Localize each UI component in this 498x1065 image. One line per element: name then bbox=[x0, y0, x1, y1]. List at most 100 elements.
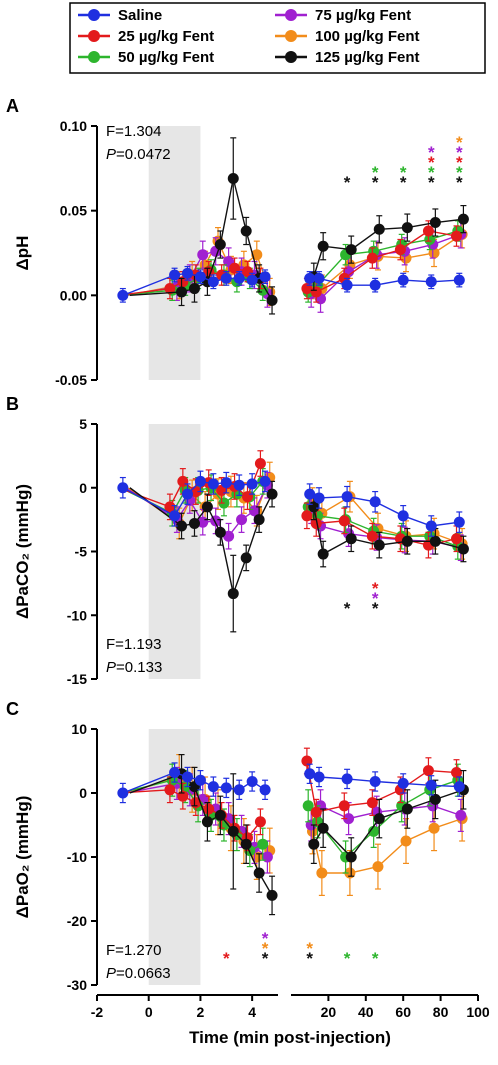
data-point-fent100 bbox=[428, 822, 440, 834]
data-point-fent125 bbox=[188, 517, 200, 529]
legend-label-saline: Saline bbox=[118, 7, 162, 24]
data-point-fent125 bbox=[176, 286, 188, 298]
legend-label-fent100: 100 µg/kg Fent bbox=[315, 28, 420, 45]
data-point-fent25 bbox=[301, 283, 313, 295]
data-point-fent25 bbox=[177, 475, 189, 487]
data-point-fent125 bbox=[317, 548, 329, 560]
injection-shade bbox=[148, 126, 201, 380]
data-point-saline bbox=[259, 475, 271, 487]
significance-star-fent75: * bbox=[456, 143, 463, 162]
data-point-fent125 bbox=[188, 283, 200, 295]
data-point-fent125 bbox=[373, 539, 385, 551]
data-point-fent25 bbox=[310, 286, 322, 298]
data-point-fent125 bbox=[345, 851, 357, 863]
data-point-fent25 bbox=[338, 800, 350, 812]
data-point-saline bbox=[233, 479, 245, 491]
y-tick-label: 0.00 bbox=[60, 287, 87, 303]
data-point-saline bbox=[369, 279, 381, 291]
series-line-fent100 bbox=[311, 817, 463, 874]
data-point-fent75 bbox=[197, 249, 209, 261]
data-point-saline bbox=[194, 774, 206, 786]
legend-marker-saline bbox=[88, 9, 100, 21]
data-point-fent125 bbox=[253, 514, 265, 526]
data-point-saline bbox=[194, 475, 206, 487]
significance-star-fent125: * bbox=[372, 599, 379, 618]
data-point-fent25 bbox=[366, 530, 378, 542]
data-point-fent125 bbox=[429, 535, 441, 547]
data-point-fent125 bbox=[176, 520, 188, 532]
data-point-saline bbox=[169, 269, 181, 281]
data-point-fent125 bbox=[317, 240, 329, 252]
x-tick-label: 100 bbox=[466, 1004, 490, 1020]
data-point-fent25 bbox=[422, 225, 434, 237]
legend-marker-fent50 bbox=[88, 51, 100, 63]
data-point-fent25 bbox=[450, 767, 462, 779]
significance-star-fent50: * bbox=[428, 163, 435, 182]
significance-star-fent125: * bbox=[344, 173, 351, 192]
data-point-saline bbox=[182, 267, 193, 279]
series-line-saline bbox=[309, 493, 460, 527]
stat-p-symbol: P bbox=[106, 659, 116, 676]
significance-star-fent50: * bbox=[344, 949, 351, 968]
data-point-fent75 bbox=[248, 505, 260, 517]
x-tick-label: 4 bbox=[248, 1004, 256, 1020]
legend-marker-fent25 bbox=[88, 30, 100, 42]
data-point-fent25 bbox=[338, 515, 350, 527]
panel-label: B bbox=[6, 394, 19, 414]
data-point-fent25 bbox=[366, 797, 378, 809]
data-point-saline bbox=[425, 779, 437, 791]
series-line-fent100 bbox=[311, 495, 463, 545]
data-point-fent125 bbox=[429, 217, 441, 229]
data-point-fent25 bbox=[164, 283, 176, 295]
data-point-saline bbox=[397, 510, 409, 522]
data-point-fent125 bbox=[266, 889, 278, 901]
data-point-saline bbox=[169, 767, 181, 779]
significance-star-fent75: * bbox=[262, 929, 269, 948]
x-tick-label: -2 bbox=[91, 1004, 104, 1020]
data-point-saline bbox=[259, 784, 271, 796]
data-point-fent25 bbox=[254, 458, 266, 470]
data-point-saline bbox=[313, 492, 325, 504]
injection-shade bbox=[148, 424, 201, 679]
data-point-saline bbox=[207, 781, 219, 793]
data-point-saline bbox=[117, 289, 129, 301]
data-point-saline bbox=[341, 279, 353, 291]
data-point-saline bbox=[453, 274, 465, 286]
significance-star-fent75: * bbox=[428, 143, 435, 162]
significance-star-fent25: * bbox=[456, 153, 463, 172]
data-point-saline bbox=[246, 274, 258, 286]
x-tick-label: 0 bbox=[145, 1004, 153, 1020]
data-point-saline bbox=[233, 784, 245, 796]
series-line-fent125 bbox=[313, 789, 464, 859]
data-point-fent125 bbox=[266, 294, 278, 306]
data-point-fent125 bbox=[429, 793, 441, 805]
panel-label: C bbox=[6, 699, 19, 719]
data-point-fent125 bbox=[214, 526, 226, 538]
x-tick-label: 60 bbox=[395, 1004, 411, 1020]
y-tick-label: -5 bbox=[75, 544, 88, 560]
stat-p-value: =0.133 bbox=[116, 659, 162, 676]
data-point-saline bbox=[369, 496, 381, 508]
significance-star-fent25: * bbox=[372, 579, 379, 598]
data-point-fent125 bbox=[317, 822, 329, 834]
data-point-fent125 bbox=[457, 213, 469, 225]
data-point-fent100 bbox=[372, 861, 384, 873]
y-tick-label: -15 bbox=[67, 671, 87, 687]
stat-f: F=1.270 bbox=[106, 942, 161, 959]
data-point-fent25 bbox=[241, 266, 253, 278]
data-point-fent25 bbox=[310, 517, 322, 529]
data-point-fent50 bbox=[257, 838, 269, 850]
data-point-saline bbox=[246, 478, 258, 490]
stat-p-value: =0.0663 bbox=[116, 965, 171, 982]
data-point-fent25 bbox=[229, 262, 241, 274]
significance-star-fent50: * bbox=[456, 163, 463, 182]
stat-p: P=0.133 bbox=[106, 659, 162, 676]
data-point-fent50 bbox=[424, 233, 436, 245]
data-point-saline bbox=[117, 482, 129, 494]
data-point-fent75 bbox=[261, 851, 273, 863]
panel-label: A bbox=[6, 96, 19, 116]
x-tick-label: 20 bbox=[321, 1004, 337, 1020]
x-axis: -2 0 2 4 20 40 60 80 100 Time (min post-injection… bbox=[91, 994, 490, 1047]
legend: Saline 25 µg/kg Fent 50 µg/kg Fent 75 µg/kg… bbox=[69, 2, 486, 74]
data-point-saline bbox=[220, 477, 232, 489]
